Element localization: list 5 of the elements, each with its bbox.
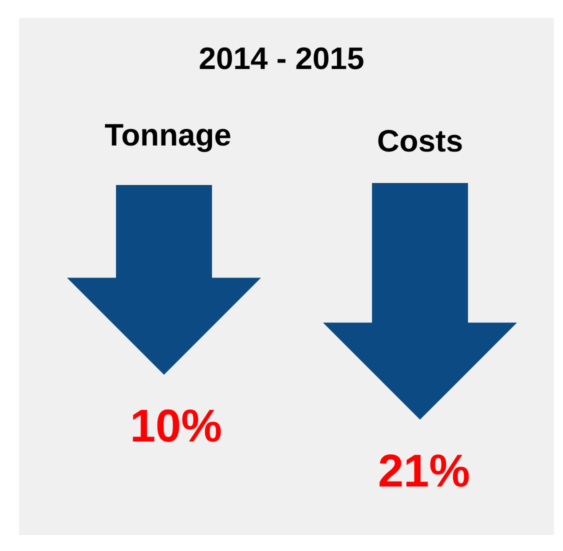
category-label: Tonnage (104, 118, 232, 153)
data-label: 10% (130, 399, 222, 452)
text: 2014 - 2015 (198, 41, 364, 76)
data-label: 21% (378, 444, 470, 496)
category-label: Costs (376, 124, 464, 159)
